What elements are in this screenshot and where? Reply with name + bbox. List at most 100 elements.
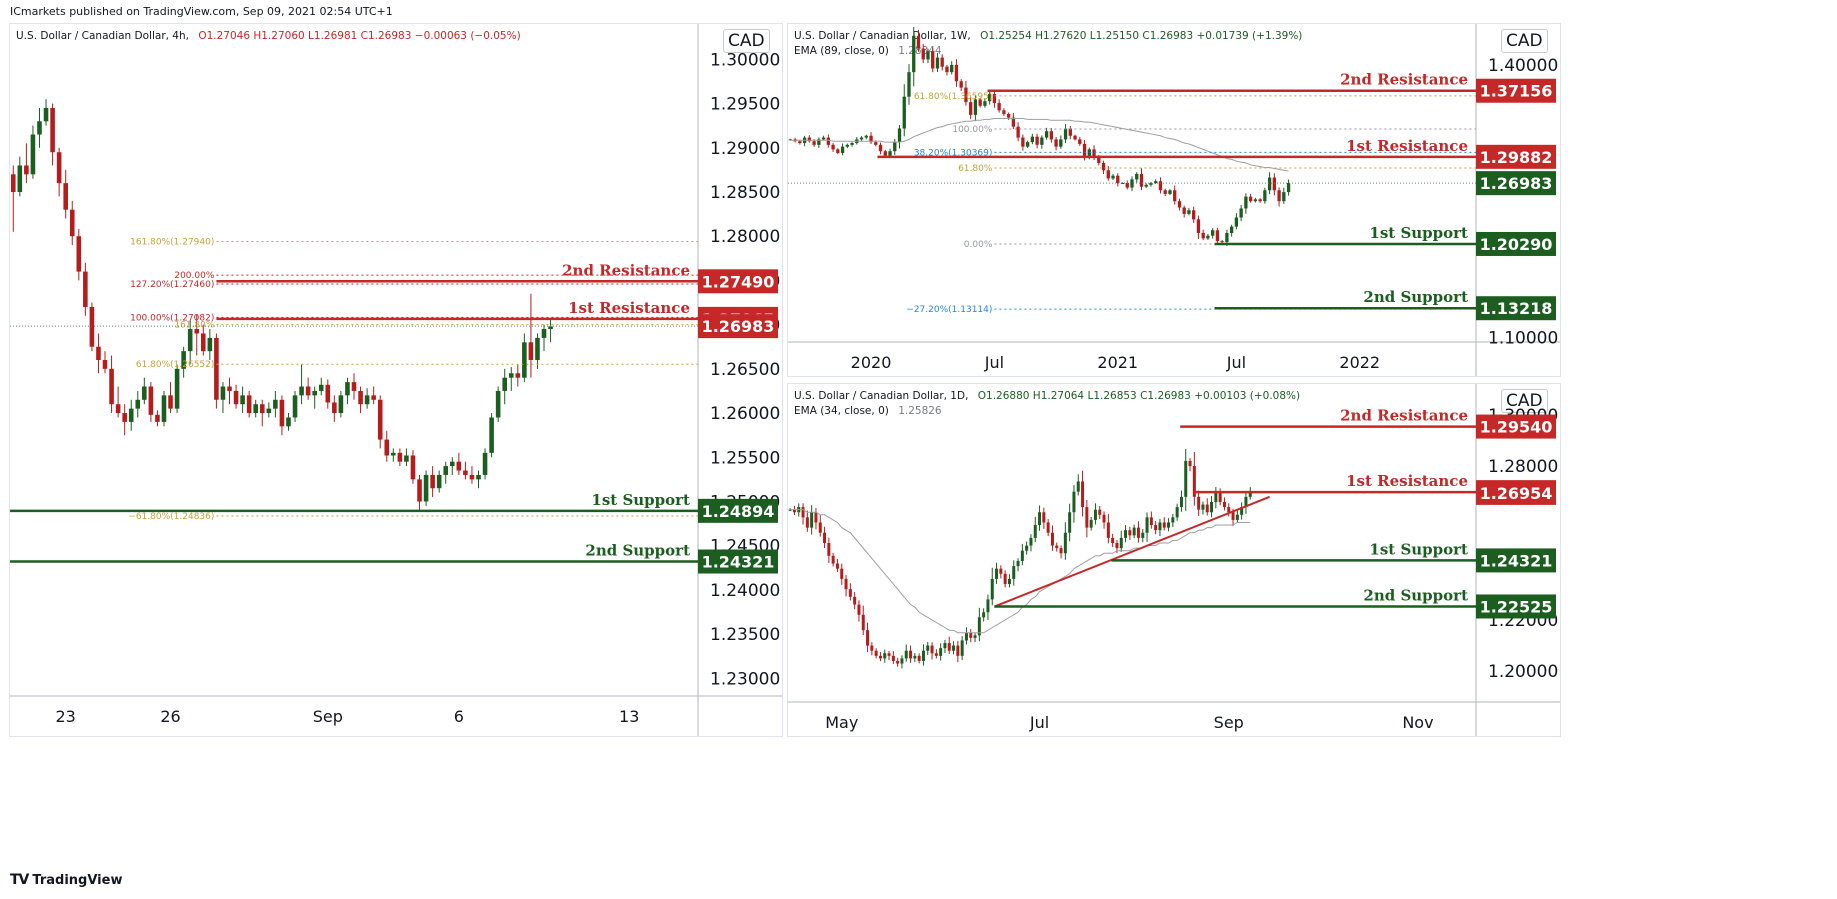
candle-body bbox=[1182, 207, 1186, 214]
candle-body bbox=[1175, 507, 1179, 518]
ema-legend-1w: EMA (89, close, 0) 1.28344 bbox=[794, 45, 942, 57]
candle-body bbox=[1167, 522, 1171, 528]
candle-body bbox=[292, 395, 298, 418]
ema-label: EMA (89, close, 0) bbox=[794, 45, 889, 57]
x-tick-label: Sep bbox=[1214, 713, 1244, 732]
price-badge bbox=[1476, 594, 1556, 619]
currency-badge[interactable]: CAD bbox=[723, 29, 770, 53]
chart-panel-1d[interactable]: U.S. Dollar / Canadian Dollar, 1D, O1.26… bbox=[787, 383, 1561, 737]
level-name-label: 2nd Resistance bbox=[1340, 71, 1468, 89]
candle-body bbox=[1158, 522, 1162, 531]
candle-body bbox=[37, 121, 42, 135]
price-badge-label: 1.20290 bbox=[1480, 235, 1553, 254]
candle-body bbox=[266, 408, 272, 414]
candle-body bbox=[168, 395, 173, 409]
candle-body bbox=[1063, 532, 1067, 554]
candle-body bbox=[1073, 135, 1077, 140]
chart-panel-1w[interactable]: U.S. Dollar / Canadian Dollar, 1W, O1.25… bbox=[787, 23, 1561, 377]
candle-body bbox=[463, 470, 468, 475]
candle-body bbox=[1277, 190, 1281, 202]
candle-body bbox=[1286, 183, 1291, 193]
level-name-label: 1st Support bbox=[591, 491, 690, 509]
candle-body bbox=[30, 134, 36, 175]
candle-body bbox=[436, 474, 442, 489]
candle-body bbox=[148, 386, 154, 415]
candle-body bbox=[122, 413, 127, 422]
candle-body bbox=[1054, 139, 1058, 147]
y-tick-label: 1.28500 bbox=[710, 183, 780, 203]
candle-body bbox=[883, 653, 887, 659]
candle-body bbox=[1239, 208, 1243, 218]
fib-level-label: 0.00% bbox=[964, 240, 993, 250]
candle-body bbox=[1128, 530, 1132, 536]
candle-body bbox=[417, 479, 422, 502]
ohlc-open: O1.27046 bbox=[198, 30, 251, 42]
candle-body bbox=[1229, 226, 1234, 233]
x-tick-label: May bbox=[825, 713, 858, 732]
x-tick-label: Jul bbox=[1226, 353, 1246, 372]
candle-body bbox=[1162, 522, 1166, 528]
candle-body bbox=[410, 455, 416, 480]
candle-body bbox=[1154, 525, 1158, 531]
candle-body bbox=[194, 329, 200, 334]
candle-body bbox=[997, 103, 1001, 111]
price-badge bbox=[698, 498, 778, 523]
candle-body bbox=[207, 337, 213, 352]
symbol-label: U.S. Dollar / Canadian Dollar, 4h, bbox=[16, 30, 189, 42]
currency-badge[interactable]: CAD bbox=[1501, 389, 1548, 413]
candle-body bbox=[1092, 149, 1096, 158]
candle-body bbox=[1263, 190, 1267, 202]
candle-body bbox=[891, 655, 895, 661]
x-tick-label: Jul bbox=[984, 353, 1004, 372]
chart-header-1w: U.S. Dollar / Canadian Dollar, 1W, O1.25… bbox=[794, 30, 1302, 42]
price-badge bbox=[1476, 78, 1556, 103]
trendline bbox=[994, 495, 1270, 608]
candle-body bbox=[788, 139, 793, 141]
candle-body bbox=[1089, 519, 1093, 528]
price-badge bbox=[698, 549, 778, 574]
candle-body bbox=[874, 142, 878, 145]
candle-body bbox=[1163, 190, 1167, 194]
price-badge bbox=[1476, 296, 1556, 321]
price-badge bbox=[698, 269, 778, 294]
candle-body bbox=[220, 386, 226, 400]
candle-body bbox=[921, 650, 925, 661]
candle-body bbox=[840, 146, 845, 154]
y-tick-label: 1.23000 bbox=[710, 669, 780, 689]
candle-body bbox=[821, 137, 826, 140]
candle-body bbox=[1197, 496, 1201, 510]
ohlc-high: H1.27064 bbox=[1032, 390, 1085, 402]
y-tick-label: 1.26500 bbox=[710, 360, 780, 380]
y-tick-label: 1.40000 bbox=[1488, 56, 1558, 76]
candle-body bbox=[931, 51, 935, 69]
footer-brand[interactable]: TV TradingView bbox=[10, 872, 122, 888]
level-name-label: 1st Resistance bbox=[1346, 472, 1468, 490]
candle-body bbox=[827, 543, 831, 556]
currency-badge[interactable]: CAD bbox=[1501, 29, 1548, 53]
price-badge-label: 1.26983 bbox=[702, 317, 775, 336]
candle-body bbox=[1002, 110, 1006, 114]
candle-body bbox=[845, 144, 849, 147]
price-badge bbox=[1476, 231, 1556, 256]
candle-body bbox=[1188, 460, 1192, 467]
candle-body bbox=[345, 382, 350, 396]
y-tick-label: 1.29000 bbox=[710, 139, 780, 159]
candle-body bbox=[1106, 170, 1110, 179]
candle-body bbox=[1248, 492, 1252, 497]
candle-body bbox=[1040, 137, 1044, 145]
price-badge-label: 1.24321 bbox=[702, 553, 775, 572]
ema-legend-1d: EMA (34, close, 0) 1.25826 bbox=[794, 405, 942, 417]
candle-body bbox=[1218, 491, 1222, 502]
candle-body bbox=[1012, 566, 1016, 579]
candle-body bbox=[812, 141, 816, 145]
candle-body bbox=[1184, 460, 1188, 497]
candle-body bbox=[508, 373, 514, 378]
candle-body bbox=[187, 329, 193, 352]
candle-body bbox=[1144, 184, 1148, 187]
candle-body bbox=[1210, 501, 1214, 513]
chart-panel-4h[interactable]: U.S. Dollar / Canadian Dollar, 4h, O1.27… bbox=[9, 23, 783, 737]
candle-body bbox=[1173, 190, 1177, 202]
price-badge-label: 1.26983 bbox=[1480, 174, 1553, 193]
candle-body bbox=[1187, 210, 1191, 214]
candle-body bbox=[1068, 512, 1072, 533]
